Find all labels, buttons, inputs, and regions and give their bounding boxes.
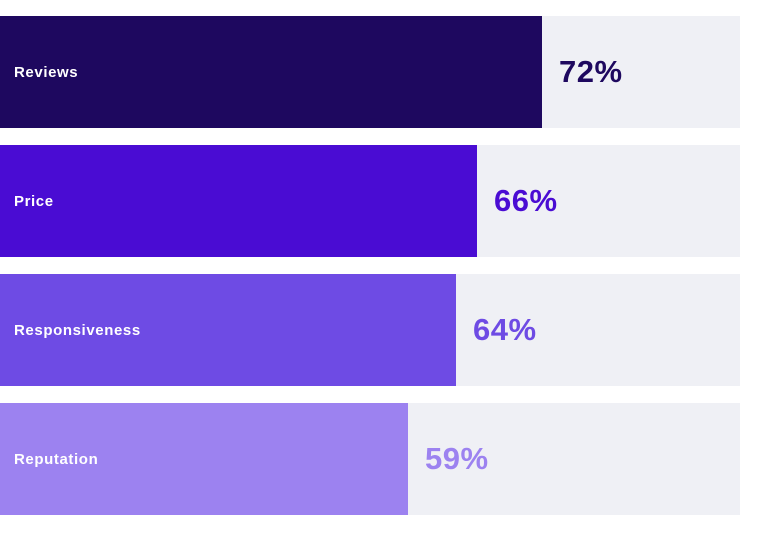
bar-value-label: 72% bbox=[559, 54, 623, 89]
bar-category-label: Responsiveness bbox=[14, 321, 141, 339]
bar-row: Reputation 59% bbox=[0, 403, 759, 515]
bar-track: Responsiveness 64% bbox=[0, 274, 740, 386]
bar-value-label: 59% bbox=[425, 441, 489, 476]
bar-row: Price 66% bbox=[0, 145, 759, 257]
bar-value-label: 64% bbox=[473, 312, 537, 347]
bar-value-label: 66% bbox=[494, 183, 558, 218]
bar-track: Price 66% bbox=[0, 145, 740, 257]
bar-row: Responsiveness 64% bbox=[0, 274, 759, 386]
bar-fill: Reviews bbox=[0, 16, 542, 128]
bar-track: Reputation 59% bbox=[0, 403, 740, 515]
bar-fill: Price bbox=[0, 145, 477, 257]
bar-fill: Reputation bbox=[0, 403, 408, 515]
bar-chart: Reviews 72% Price 66% Responsiveness 64%… bbox=[0, 16, 759, 515]
bar-category-label: Reputation bbox=[14, 450, 99, 468]
bar-fill: Responsiveness bbox=[0, 274, 456, 386]
bar-category-label: Reviews bbox=[14, 63, 79, 81]
bar-row: Reviews 72% bbox=[0, 16, 759, 128]
bar-track: Reviews 72% bbox=[0, 16, 740, 128]
bar-category-label: Price bbox=[14, 192, 54, 210]
